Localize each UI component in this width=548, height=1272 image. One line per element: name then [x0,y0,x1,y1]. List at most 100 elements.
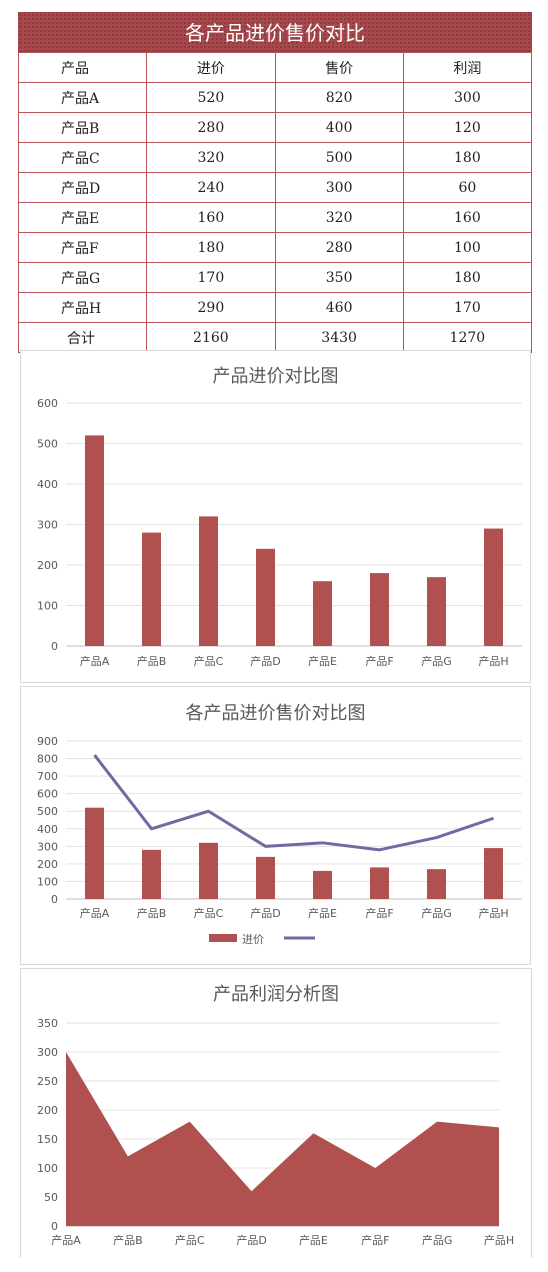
x-tick-label: 产品B [137,906,167,920]
table-cell: 3430 [274,322,404,353]
table-cell: 产品E [17,202,148,233]
table-cell: 400 [274,112,404,143]
table-cell: 利润 [402,52,533,83]
x-tick-label: 产品D [236,1233,266,1247]
bar [370,867,389,899]
x-tick-label: 产品E [308,654,337,668]
table-cell: 320 [274,202,404,233]
x-tick-label: 产品C [194,906,224,920]
x-tick-label: 产品H [484,1233,514,1247]
x-tick-label: 产品F [365,906,393,920]
x-tick-label: 产品E [308,906,337,920]
chart-title: 各产品进价售价对比图 [186,703,366,724]
x-tick-label: 产品B [113,1233,143,1247]
bar [370,573,389,646]
y-tick-label: 0 [51,1220,58,1233]
y-tick-label: 0 [51,640,58,653]
y-tick-label: 0 [51,893,58,906]
table-cell: 1270 [402,322,533,353]
y-tick-label: 400 [37,478,58,491]
y-tick-label: 600 [37,397,58,410]
table-cell: 合计 [17,322,148,353]
price-table-grid: 产品 进价 售价 利润 产品A 520 820 300 产品B 280 400 120 产品C 320 50… [17,52,533,353]
table-cell: 280 [146,112,276,143]
table-row: 产品B 280 400 120 [17,112,533,143]
table-cell: 产品G [17,262,148,293]
x-tick-label: 产品B [137,654,167,668]
chart-panel-cost: 产品进价对比图 0 100 200 300 400 500 600 产品A 产品B 产品C 产品D 产品… [20,350,531,683]
profit-area-chart: 产品利润分析图 0 50 100 150 200 250 300 350 产品A 产品B 产品C 产品D… [37,984,514,1247]
x-tick-label: 产品D [250,906,280,920]
x-tick-label: 产品A [51,1233,81,1247]
y-tick-label: 300 [37,840,58,853]
y-tick-label: 400 [37,823,58,836]
table-cell: 460 [274,292,404,323]
x-tick-label: 产品A [80,654,110,668]
table-row: 产品C 320 500 180 [17,142,533,173]
chart-title: 产品进价对比图 [213,366,339,387]
y-tick-label: 250 [37,1075,58,1088]
bar [142,532,161,646]
y-tick-label: 600 [37,788,58,801]
table-cell: 售价 [274,52,404,83]
legend-label: 进价 [242,933,264,946]
table-cell: 240 [146,172,276,203]
x-tick-label: 产品G [421,906,452,920]
table-cell: 100 [402,232,533,263]
table-cell: 170 [402,292,533,323]
x-tick-label: 产品G [422,1233,453,1247]
table-row: 产品D 240 300 60 [17,172,533,203]
y-tick-label: 300 [37,519,58,532]
x-tick-label: 产品G [421,654,452,668]
table-cell: 产品F [17,232,148,263]
x-tick-label: 产品F [361,1233,389,1247]
y-tick-label: 700 [37,770,58,783]
y-tick-label: 100 [37,875,58,888]
table-cell: 320 [146,142,276,173]
y-tick-label: 500 [37,805,58,818]
y-tick-label: 200 [37,559,58,572]
area-series [66,1052,499,1226]
table-row: 产品A 520 820 300 [17,82,533,113]
table-cell: 2160 [146,322,276,353]
table-cell: 300 [274,172,404,203]
table-cell: 160 [146,202,276,233]
y-tick-label: 300 [37,1046,58,1059]
y-tick-label: 200 [37,1104,58,1117]
x-tick-label: 产品A [80,906,110,920]
chart-panel-cost-vs-price: 各产品进价售价对比图 0 100 200 300 400 500 600 700 800 900 产品… [20,686,531,965]
bar [199,516,218,646]
table-cell: 进价 [146,52,276,83]
series-line [93,754,494,852]
table-row: 产品G 170 350 180 [17,262,533,293]
y-tick-label: 900 [37,735,58,748]
bar [142,849,161,899]
y-tick-label: 100 [37,600,58,613]
bar [199,842,218,899]
chart-title: 产品利润分析图 [213,984,339,1005]
bar [256,548,275,646]
table-cell: 820 [274,82,404,113]
y-tick-label: 800 [37,753,58,766]
bar [85,807,104,899]
bar [484,848,503,899]
y-tick-label: 350 [37,1017,58,1030]
bar [313,581,332,646]
y-tick-label: 100 [37,1162,58,1175]
table-cell: 产品A [17,82,148,113]
y-tick-label: 200 [37,858,58,871]
table-cell: 290 [146,292,276,323]
table-cell: 300 [402,82,533,113]
cost-bar-chart: 产品进价对比图 0 100 200 300 400 500 600 产品A 产品B 产品C 产品D 产品… [37,366,522,668]
table-cell: 350 [274,262,404,293]
table-row: 产品F 180 280 100 [17,232,533,263]
table-row: 产品E 160 320 160 [17,202,533,233]
bar [484,528,503,646]
legend-swatch-bar [209,934,237,942]
x-tick-label: 产品D [250,654,280,668]
total-row: 合计 2160 3430 1270 [17,322,533,353]
x-tick-label: 产品C [194,654,224,668]
y-tick-label: 500 [37,438,58,451]
bar [313,870,332,899]
table-cell: 180 [402,262,533,293]
